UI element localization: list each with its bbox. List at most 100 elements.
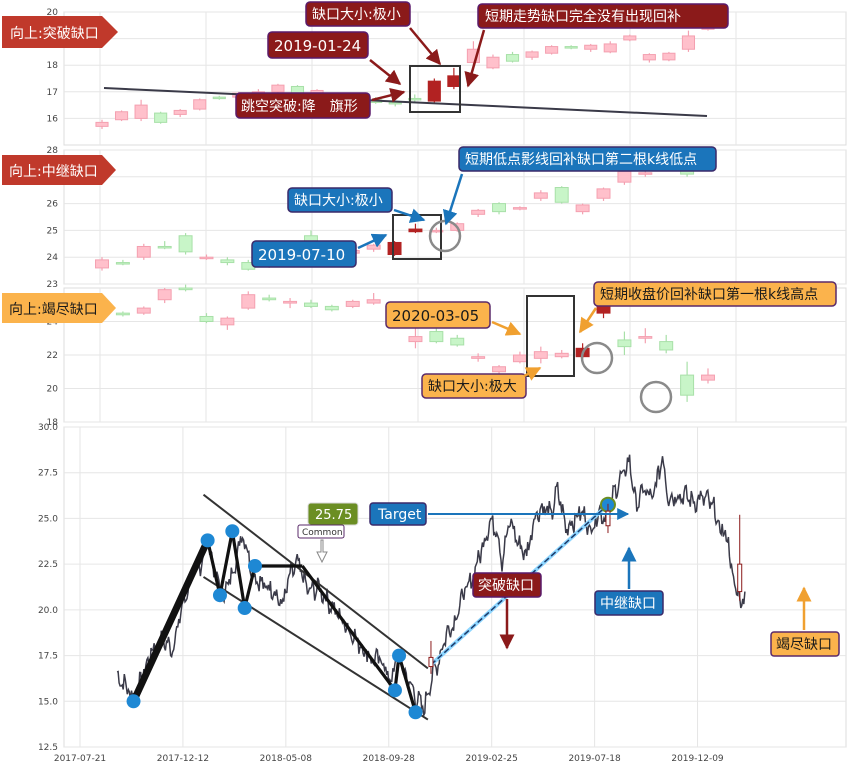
candle-body (220, 317, 235, 326)
callout-date-3-text: 2020-03-05 (392, 307, 479, 325)
candle-body (199, 256, 214, 260)
value-box-25-75: 25.75 (307, 502, 359, 526)
candle-body (408, 228, 423, 233)
y-tick-label: 27.5 (38, 469, 58, 479)
callout-note-1-text: 短期走势缺口完全没有出现回补 (485, 8, 681, 25)
candle-body (178, 287, 193, 291)
callout-pattern-1: 跳空突破:降 旗形 (235, 92, 371, 119)
y-tick-label: 16 (47, 114, 59, 124)
candle-body (584, 44, 598, 50)
candle-body (429, 331, 444, 343)
candle-body (492, 203, 507, 213)
candle-body (136, 245, 151, 258)
x-tick-label: 2018-05-08 (260, 754, 313, 764)
candle-body (701, 374, 715, 381)
value-box-text: 25.75 (315, 508, 352, 523)
candle-body (290, 85, 305, 94)
candle-body (512, 207, 527, 210)
callout-gap-size-2: 缺口大小:极小 (287, 187, 393, 213)
y-tick-label: 12.5 (38, 743, 58, 753)
candle-body (95, 121, 109, 127)
gap-highlight-box (409, 65, 461, 113)
fill-point-circle (580, 341, 614, 375)
candle-body (681, 35, 696, 50)
candle-body (486, 56, 500, 69)
candle-body (450, 337, 465, 346)
candle-body (136, 307, 151, 314)
panel-frame (63, 426, 847, 748)
arrow-gap-size-3 (523, 366, 542, 381)
candle-body (157, 245, 172, 249)
candle-body (554, 187, 569, 203)
candle-body (447, 75, 461, 87)
candle-body (623, 35, 637, 41)
gap-candle-body (737, 563, 743, 593)
arrow-note-1 (464, 29, 486, 88)
callout-gap-size-3: 缺口大小:极大 (421, 373, 527, 399)
candle-body (173, 109, 187, 115)
pivot-marker (387, 683, 402, 698)
candle-body (220, 259, 235, 264)
gap-candle-body (605, 510, 611, 527)
panel-label-exhaustion: 向上:竭尽缺口 (2, 293, 116, 323)
zigzag-segment (130, 538, 211, 703)
y-tick-label: 20 (47, 385, 59, 395)
pivot-marker (200, 533, 215, 548)
y-tick-label: 24 (47, 253, 59, 263)
candle-body (505, 54, 520, 62)
candle-body (271, 84, 285, 93)
candle-body (345, 300, 360, 307)
zigzag-segment (230, 530, 247, 609)
candle-body (427, 80, 441, 102)
candle-body (642, 54, 656, 61)
y-tick-label: 22 (47, 351, 58, 361)
pivot-marker (225, 524, 240, 539)
y-tick-label: 17.5 (38, 652, 58, 662)
x-tick-label: 2019-02-25 (466, 754, 518, 764)
candle-body (95, 259, 109, 269)
breakaway-gap-box: 突破缺口 (472, 572, 542, 598)
zigzag-segment (301, 565, 397, 692)
target-text: Target (377, 507, 422, 523)
candle-body (617, 170, 632, 183)
exhaustion-gap-text: 竭尽缺口 (776, 637, 832, 653)
pivot-marker (392, 648, 407, 663)
candle-body (659, 341, 674, 351)
callout-note-2: 短期低点影线回补缺口第二根k线低点 (458, 146, 717, 172)
candle-body (492, 366, 507, 373)
y-tick-label: 30.0 (38, 423, 58, 433)
arrow-note-3 (578, 307, 598, 334)
callout-pattern-1-text: 跳空突破:降 旗形 (241, 99, 358, 115)
candle-body (596, 188, 611, 199)
candle-body (638, 172, 653, 175)
arrow-date-1 (369, 59, 402, 85)
gap-candle-body (428, 656, 434, 668)
y-tick-label: 18 (47, 61, 59, 71)
candle-body (680, 374, 695, 396)
candle-body (283, 300, 298, 304)
arrow-gap-size-1 (409, 27, 441, 66)
common-gap-tag: Common (297, 524, 345, 539)
panel-label-exhaustion-text: 向上:竭尽缺口 (9, 302, 98, 318)
candle-body (193, 99, 207, 110)
y-tick-label: 20 (47, 8, 59, 18)
zigzag-segment (397, 655, 418, 713)
candle-body (575, 204, 590, 213)
candle-body (199, 315, 214, 323)
candle-body (408, 336, 423, 343)
x-tick-label: 2017-07-21 (54, 754, 106, 764)
pivot-marker (126, 694, 141, 709)
y-tick-label: 26 (47, 200, 59, 210)
x-tick-label: 2019-07-18 (568, 754, 621, 764)
candle-body (324, 305, 339, 311)
callout-note-2-text: 短期低点影线回补缺口第二根k线低点 (465, 151, 697, 168)
callout-note-1: 短期走势缺口完全没有出现回补 (477, 3, 729, 29)
candle-body (408, 97, 422, 101)
panel-label-breakaway: 向上:突破缺口 (2, 16, 118, 48)
arrow-gap-size-2 (393, 208, 426, 223)
callout-gap-size-1: 缺口大小:极小 (305, 1, 411, 27)
candle-body (533, 351, 548, 359)
panel-label-runaway: 向上:中继缺口 (2, 155, 116, 185)
y-tick-label: 17 (47, 88, 58, 98)
zigzag-segment (218, 530, 234, 596)
